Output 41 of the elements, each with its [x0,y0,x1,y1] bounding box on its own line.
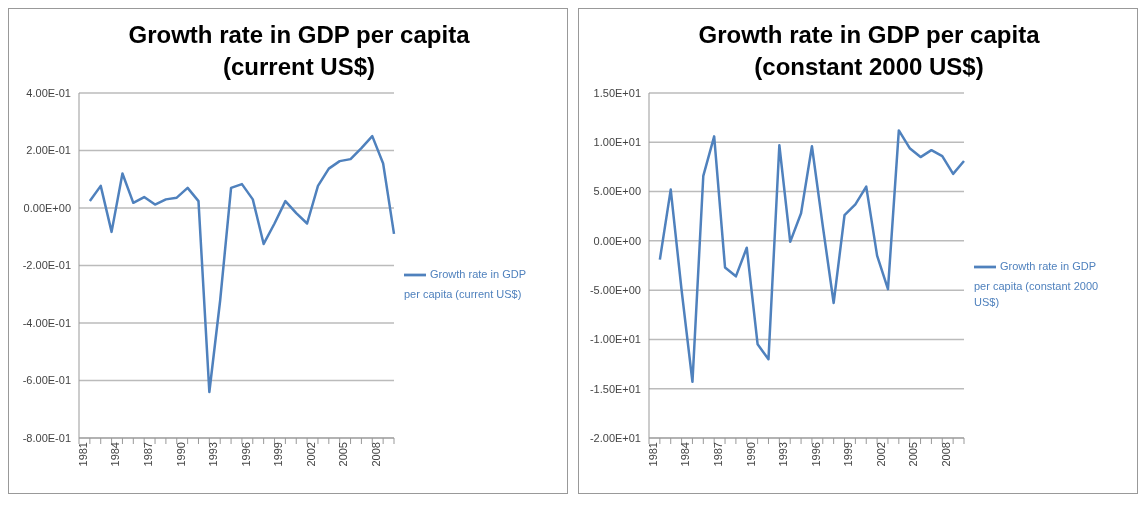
y-tick-label: -5.00E+00 [589,284,641,297]
x-tick-label: 1996 [239,442,252,467]
x-tick-label: 2002 [874,442,887,467]
y-tick-label: 1.00E+01 [593,136,641,149]
chart-title: Growth rate in GDP per capita (current US$) [127,20,471,82]
x-tick-label: 1987 [711,442,724,467]
x-tick-label: 2008 [940,442,953,467]
x-tick-label: 2002 [304,442,317,467]
x-tick-label: 1990 [174,442,187,467]
y-tick-label: -2.00E+01 [589,431,641,444]
y-tick-label: 4.00E-01 [26,86,71,99]
x-tick-label: 2008 [370,442,383,467]
y-tick-label: -1.00E+01 [589,333,641,346]
x-tick-label: 1984 [679,442,692,467]
legend-label: Growth rate in GDP per capita (current US$) [404,267,526,300]
y-tick-label: -1.50E+01 [589,382,641,395]
x-tick-label: 1999 [842,442,855,467]
y-tick-label: -6.00E-01 [22,374,71,387]
line-series [88,134,396,394]
x-tick-label: 1996 [809,442,822,467]
y-tick-label: -2.00E-01 [22,259,71,272]
y-tick-label: 2.00E-01 [26,144,71,157]
y-tick-label: 1.50E+01 [593,86,641,99]
x-tick-label: 1993 [207,442,220,467]
chart-title: Growth rate in GDP per capita (constant 2000 US$) [697,20,1041,82]
y-tick-label: 5.00E+00 [593,185,641,198]
x-tick-label: 1990 [744,442,757,467]
x-tick-label: 1993 [777,442,790,467]
legend-label: Growth rate in GDP per capita (constant 2000 US$) [974,259,1099,308]
x-tick-label: 2005 [337,442,350,467]
y-tick-label: 0.00E+00 [593,234,641,247]
x-tick-label: 2005 [907,442,920,467]
x-tick-label: 1981 [646,442,659,467]
x-tick-label: 1987 [141,442,154,467]
x-tick-label: 1981 [76,442,89,467]
y-tick-label: -4.00E-01 [22,316,71,329]
y-tick-label: -8.00E-01 [22,431,71,444]
x-tick-label: 1984 [109,442,122,467]
y-tick-label: 0.00E+00 [23,201,71,214]
line-series [658,129,966,384]
x-tick-label: 1999 [272,442,285,467]
